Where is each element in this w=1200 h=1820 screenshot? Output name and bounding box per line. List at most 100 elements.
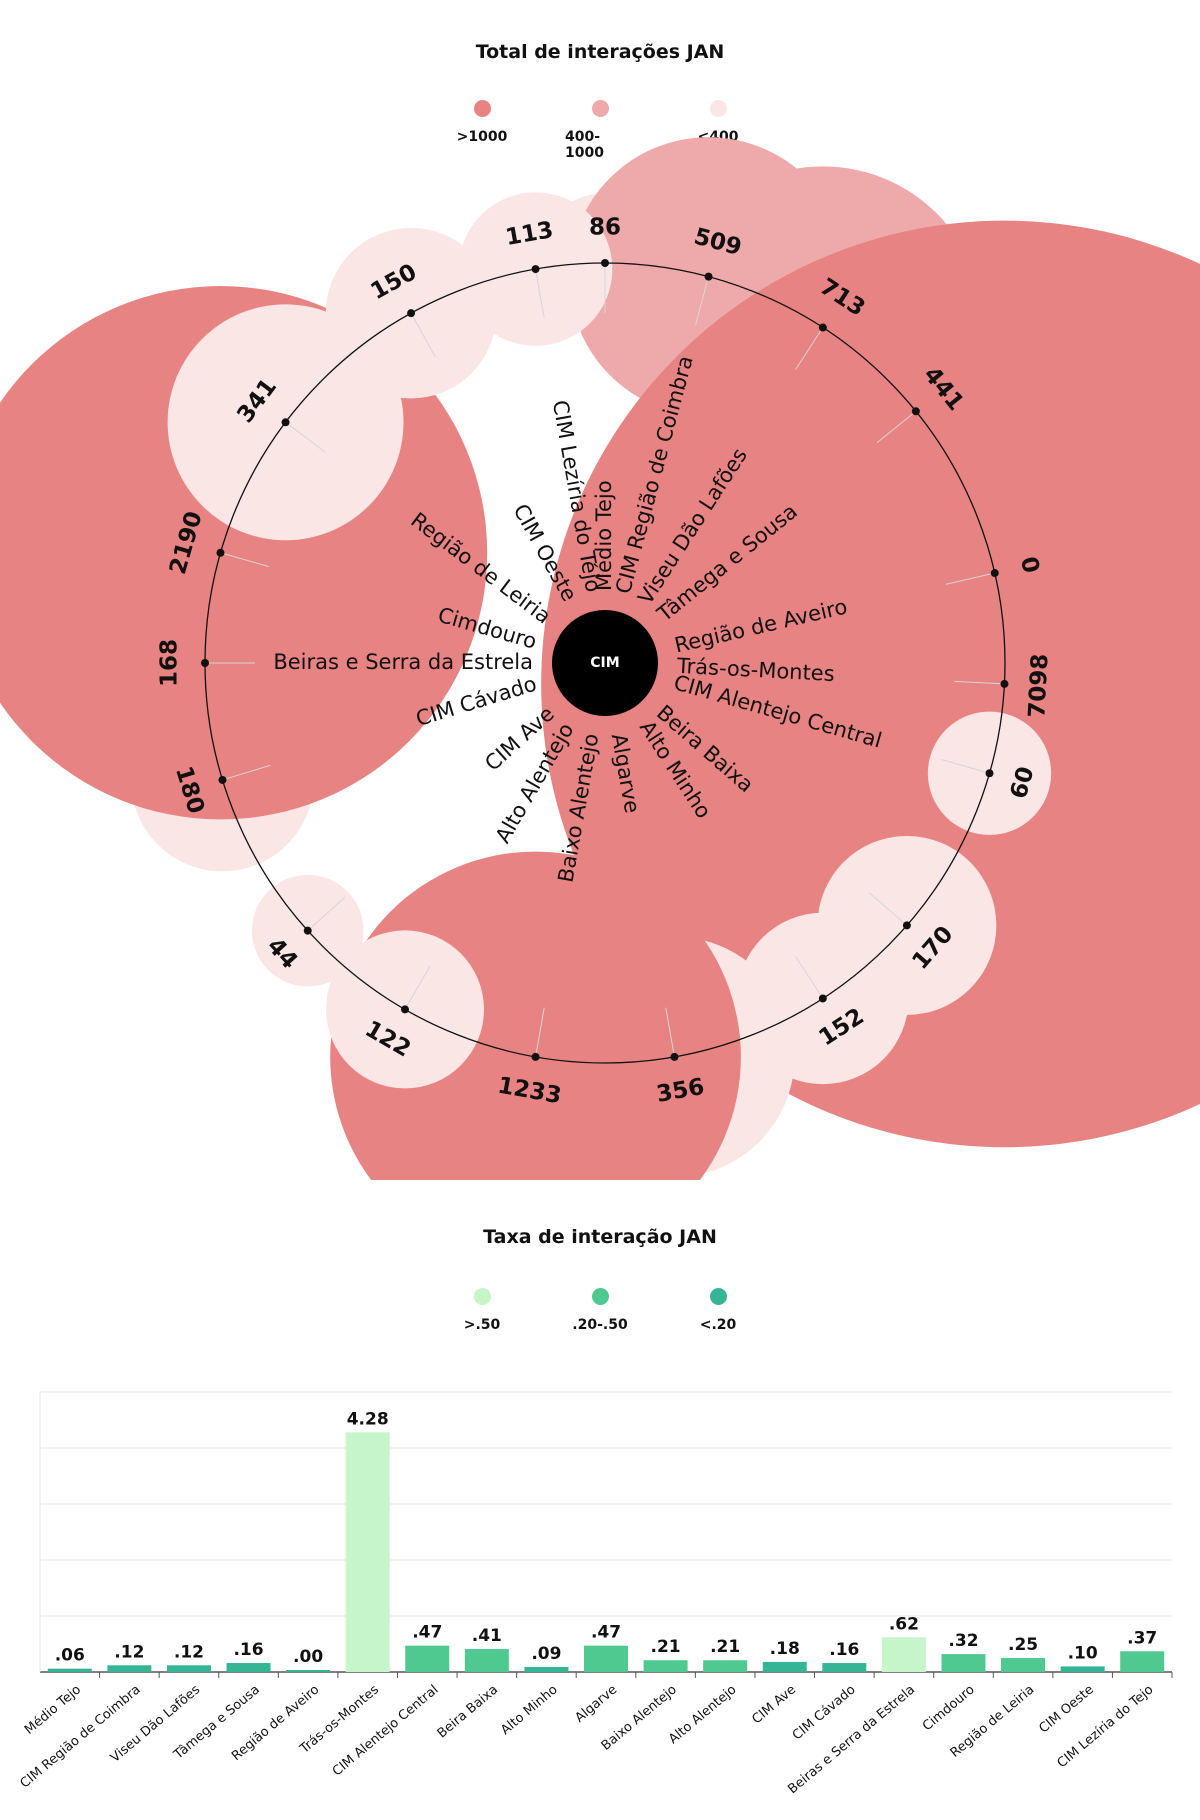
ring-dot — [670, 1052, 679, 1061]
bar — [762, 1661, 807, 1672]
bar — [703, 1660, 748, 1672]
x-tick-label: Cimdouro — [920, 1682, 978, 1734]
chart-title-rate: Taxa de interação JAN — [483, 1226, 717, 1248]
bar-value-label: .25 — [1008, 1635, 1038, 1655]
ring-dot — [531, 1052, 540, 1061]
bar — [822, 1663, 867, 1672]
bar-value-label: 4.28 — [347, 1409, 389, 1429]
ring-dot — [818, 994, 827, 1003]
ring-dot — [407, 309, 416, 318]
spoke-line — [220, 552, 269, 568]
value-label: 7098 — [1024, 653, 1053, 718]
ring-dot — [902, 921, 911, 930]
spoke-line — [404, 965, 431, 1010]
bar — [941, 1654, 986, 1672]
legend-label: >.50 — [463, 1317, 501, 1333]
ring-dot — [601, 259, 609, 267]
x-tick-label: CIM Oeste — [1036, 1682, 1096, 1736]
spoke-line — [795, 956, 824, 999]
spoke-line — [285, 421, 326, 453]
bar-value-label: .47 — [591, 1623, 621, 1643]
bar-value-label: .09 — [531, 1644, 561, 1664]
legend-swatch — [709, 1288, 727, 1305]
bar — [524, 1666, 569, 1672]
bar — [464, 1649, 509, 1672]
center-circle — [552, 610, 658, 716]
spoke-line — [307, 896, 346, 932]
legend-swatch — [473, 100, 491, 117]
bar — [881, 1637, 926, 1672]
ring-dot — [281, 418, 290, 427]
ring-dot — [401, 1005, 409, 1014]
bar — [584, 1645, 628, 1672]
x-tick-label: Beira Baixa — [435, 1682, 501, 1741]
bar — [345, 1432, 390, 1672]
bar-value-label: .41 — [472, 1626, 502, 1646]
bar-value-label: .06 — [55, 1646, 85, 1666]
bar — [166, 1665, 211, 1672]
legend-label: 400-1000 — [565, 129, 604, 161]
bar — [1060, 1666, 1105, 1672]
legend-label: <.20 — [699, 1317, 737, 1333]
x-tick-label: Médio Tejo — [22, 1682, 84, 1738]
bar-chart: .06 Médio Tejo .12 CIM Região de Coimbra .12… — [18, 1391, 1173, 1797]
bar-value-label: .18 — [770, 1639, 800, 1659]
bar-value-label: .12 — [114, 1642, 144, 1662]
legend-swatch — [709, 100, 727, 117]
bar — [47, 1668, 92, 1672]
spoke-line — [222, 764, 271, 781]
x-tick-label: CIM Alentejo Central — [330, 1682, 442, 1779]
value-label: 86 — [589, 215, 621, 241]
legend-swatch — [591, 1288, 609, 1305]
bar-value-label: .37 — [1127, 1628, 1157, 1648]
legend-rate: >.50 .20-.50 <.20 — [0, 1288, 1200, 1333]
bar — [107, 1665, 152, 1672]
ring-dot — [704, 272, 713, 281]
bar — [1001, 1658, 1046, 1672]
ring-dot — [911, 407, 920, 416]
legend-item: >.50 — [447, 1288, 517, 1333]
ring-dot — [216, 548, 225, 557]
legend-item: <.20 — [683, 1288, 753, 1333]
value-label: 168 — [157, 639, 183, 687]
bar-value-label: .00 — [293, 1647, 323, 1667]
spoke-line — [876, 410, 917, 444]
spoke-line — [954, 680, 1005, 685]
spoke-line — [535, 1007, 545, 1058]
spoke-line — [410, 312, 436, 358]
bar — [286, 1670, 331, 1672]
x-tick-label: CIM Ave — [749, 1682, 799, 1727]
ring-dot — [990, 569, 999, 578]
spoke-line — [941, 758, 990, 774]
bar-value-label: .12 — [174, 1642, 204, 1662]
bar — [643, 1660, 688, 1672]
spoke-line — [868, 892, 908, 926]
x-tick-label: Alto Minho — [498, 1682, 560, 1738]
bar-value-label: .16 — [233, 1640, 263, 1660]
spoke-line — [665, 1007, 675, 1058]
legend-swatch — [473, 1288, 491, 1305]
ring-dot — [303, 926, 312, 935]
bar — [405, 1645, 450, 1672]
x-tick-label: Beiras e Serra da Estrela — [785, 1682, 918, 1797]
spoke-line — [795, 327, 824, 370]
chart-title-interactions: Total de interações JAN — [475, 41, 725, 63]
bar-value-label: .62 — [889, 1614, 919, 1634]
ring-dot — [201, 659, 209, 667]
ring-dot — [1000, 679, 1009, 688]
ring-dot — [531, 265, 540, 274]
category-label: Médio Tejo — [592, 480, 616, 591]
ring-dot — [818, 323, 827, 332]
spoke-line — [695, 276, 710, 326]
bar-value-label: .21 — [710, 1637, 740, 1657]
legend-swatch — [591, 100, 609, 117]
spoke-line — [535, 268, 545, 319]
legend-item: 400-1000 — [565, 100, 635, 161]
x-tick-label: CIM Região de Coimbra — [18, 1682, 144, 1791]
bar-value-label: .32 — [948, 1631, 978, 1651]
center-label: CIM — [590, 655, 619, 671]
category-label: Beiras e Serra da Estrela — [273, 650, 533, 674]
x-tick-label: Algarve — [572, 1682, 620, 1725]
value-bubble — [330, 851, 741, 1180]
